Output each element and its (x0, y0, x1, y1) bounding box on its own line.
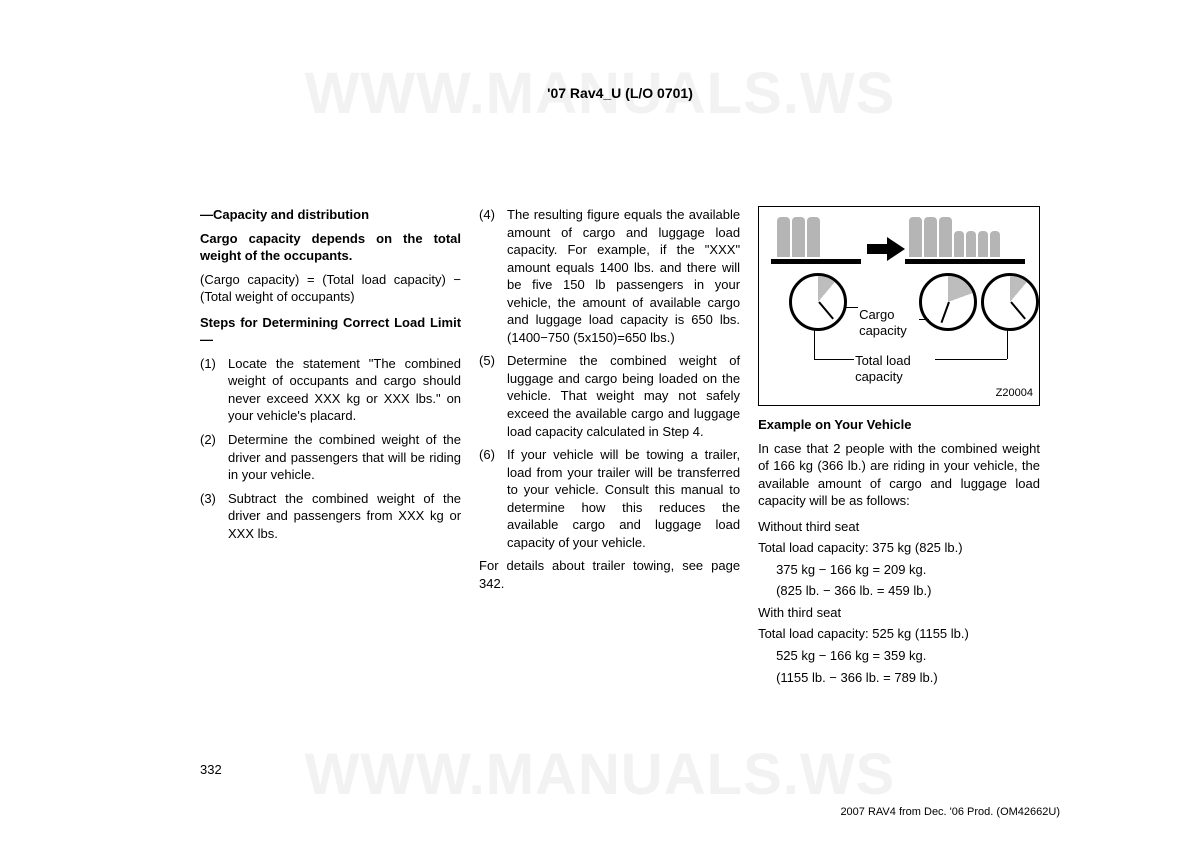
leader-line (1007, 329, 1008, 359)
list-item: (5) Determine the combined weight of lugg… (479, 352, 740, 440)
person-icon (909, 217, 922, 257)
list-item: (2) Determine the combined weight of the … (200, 431, 461, 484)
gauge-needle (941, 302, 950, 323)
without-seat-capacity: Total load capacity: 375 kg (825 lb.) (758, 539, 1040, 557)
calc-line: 375 kg − 166 kg = 209 kg. (758, 561, 1040, 579)
people-group-left (777, 217, 820, 257)
column-1: —Capacity and distribution Cargo capacit… (200, 206, 461, 690)
item-text: Determine the combined weight of the dri… (228, 432, 461, 482)
column-3: Cargo capacity Total load capacity Z2000… (758, 206, 1040, 690)
leader-line (814, 329, 815, 359)
calc-line: 525 kg − 166 kg = 359 kg. (758, 647, 1040, 665)
leader-line (844, 307, 858, 308)
people-group-right (909, 217, 1000, 257)
calc-line: (1155 lb. − 366 lb. = 789 lb.) (758, 669, 1040, 687)
column-2: (4) The resulting figure equals the avail… (479, 206, 740, 690)
page-content: '07 Rav4_U (L/O 0701) —Capacity and dist… (200, 85, 1040, 690)
platform-left (771, 259, 861, 264)
item-number: (4) (479, 206, 495, 224)
list-item: (3) Subtract the combined weight of the d… (200, 490, 461, 543)
list-item: (1) Locate the statement "The combined we… (200, 355, 461, 425)
calc-line: (825 lb. − 366 lb. = 459 lb.) (758, 582, 1040, 600)
list-item: (4) The resulting figure equals the avail… (479, 206, 740, 346)
gauge-needle (1010, 301, 1026, 319)
gauge-needle (818, 301, 834, 319)
leader-line (935, 359, 1007, 360)
arrow-icon (887, 237, 905, 261)
item-number: (5) (479, 352, 495, 370)
with-seat-capacity: Total load capacity: 525 kg (1155 lb.) (758, 625, 1040, 643)
item-text: Locate the statement "The combined weigh… (228, 356, 461, 424)
gauge-right-2 (981, 273, 1039, 331)
intro-bold: Cargo capacity depends on the total weig… (200, 230, 461, 265)
person-icon (954, 231, 964, 257)
watermark-bottom: WWW.MANUALS.WS (305, 741, 896, 808)
person-icon (978, 231, 988, 257)
section-title: —Capacity and distribution (200, 206, 461, 224)
footer-text: 2007 RAV4 from Dec. '06 Prod. (OM42662U) (840, 806, 1060, 818)
item-number: (2) (200, 431, 216, 449)
person-icon (777, 217, 790, 257)
platform-right (905, 259, 1025, 264)
with-seat-title: With third seat (758, 604, 1040, 622)
person-icon (939, 217, 952, 257)
person-icon (807, 217, 820, 257)
example-intro: In case that 2 people with the combined … (758, 440, 1040, 510)
person-icon (966, 231, 976, 257)
formula: (Cargo capacity) = (Total load capacity)… (200, 271, 461, 306)
steps-list-2: (4) The resulting figure equals the avail… (479, 206, 740, 551)
figure-label-total: Total load capacity (855, 353, 935, 384)
without-seat-title: Without third seat (758, 518, 1040, 536)
item-number: (6) (479, 446, 495, 464)
item-text: The resulting figure equals the availabl… (507, 207, 740, 345)
item-number: (1) (200, 355, 216, 373)
person-icon (924, 217, 937, 257)
item-text: Determine the combined weight of luggage… (507, 353, 740, 438)
page-number: 332 (200, 762, 222, 777)
person-icon (990, 231, 1000, 257)
steps-list-1: (1) Locate the statement "The combined we… (200, 355, 461, 542)
item-text: Subtract the combined weight of the driv… (228, 491, 461, 541)
figure-code: Z20004 (996, 386, 1033, 401)
figure-label-cargo: Cargo capacity (859, 307, 921, 338)
leader-line (814, 359, 854, 360)
item-text: If your vehicle will be towing a trailer… (507, 447, 740, 550)
trailer-note: For details about trailer towing, see pa… (479, 557, 740, 592)
gauge-right-1 (919, 273, 977, 331)
leader-line (919, 319, 929, 320)
doc-header: '07 Rav4_U (L/O 0701) (200, 85, 1040, 101)
gauge-left (789, 273, 847, 331)
list-item: (6) If your vehicle will be towing a trai… (479, 446, 740, 551)
example-title: Example on Your Vehicle (758, 416, 1040, 434)
item-number: (3) (200, 490, 216, 508)
steps-title: Steps for Determining Correct Load Limit… (200, 314, 461, 349)
person-icon (792, 217, 805, 257)
cargo-figure: Cargo capacity Total load capacity Z2000… (758, 206, 1040, 406)
